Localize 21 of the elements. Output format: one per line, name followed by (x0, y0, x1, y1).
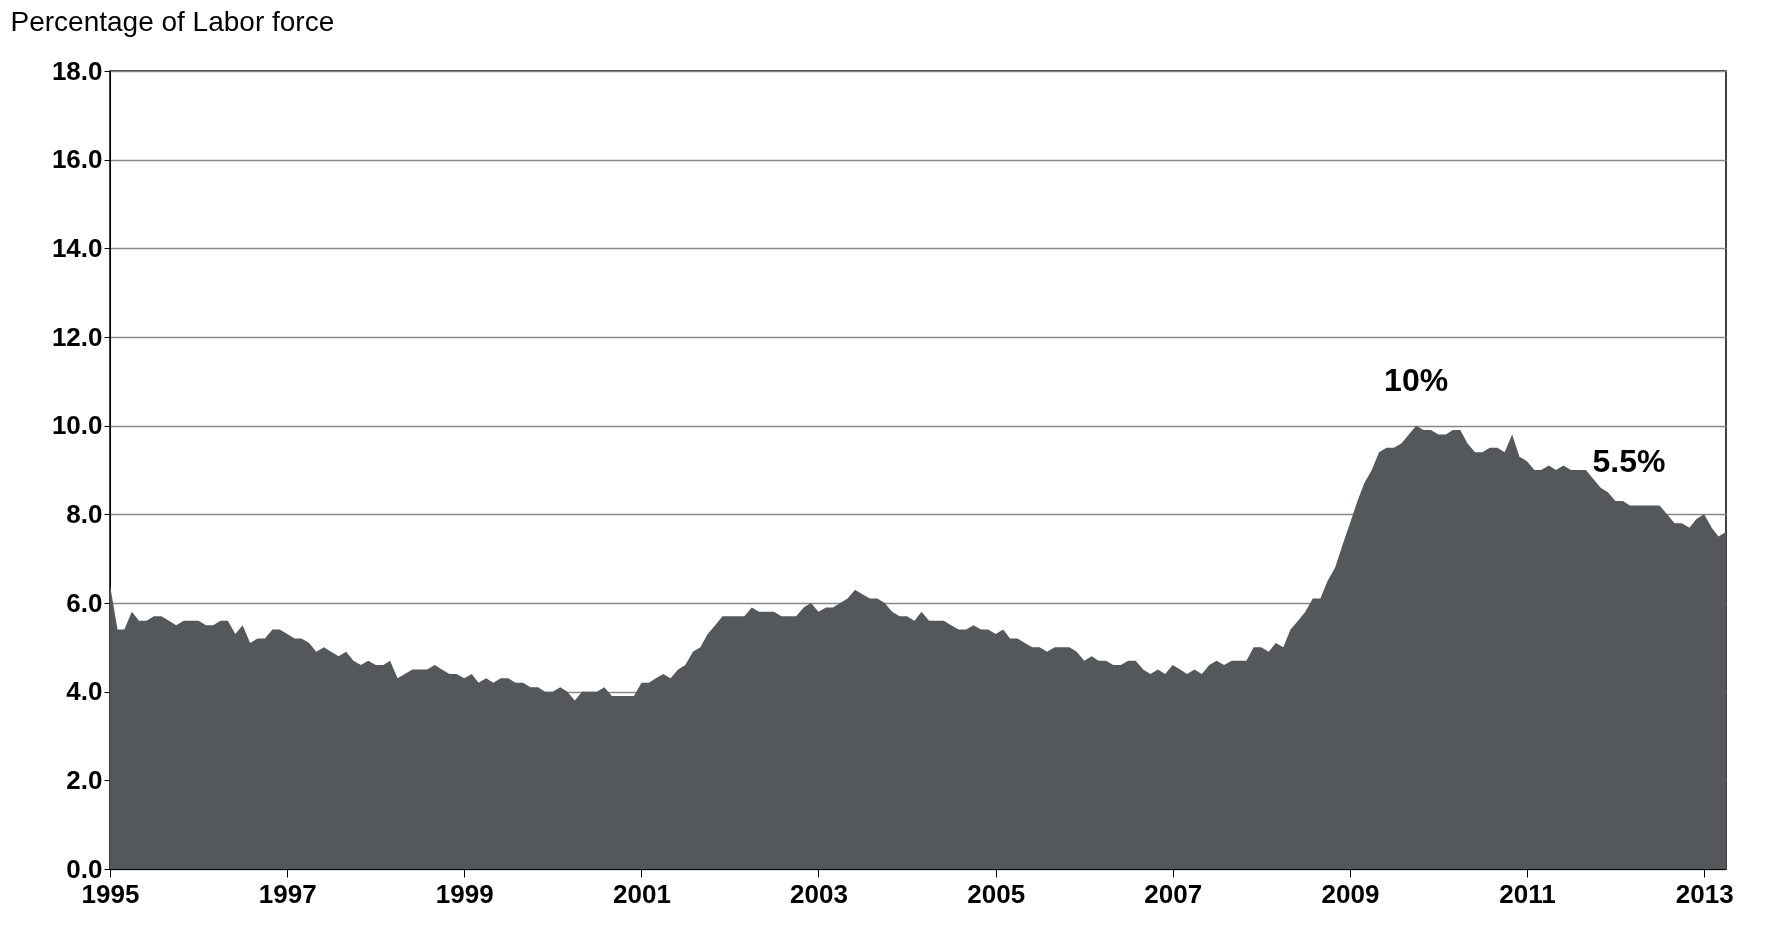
y-axis-title: Percentage of Labor force (10, 5, 335, 37)
y-tick-label: 8.0 (66, 498, 103, 529)
y-tick-label: 2.0 (66, 764, 103, 795)
x-tick-label: 1999 (435, 878, 494, 909)
annotation: 5.5% (1592, 443, 1666, 480)
x-tick-label: 2003 (790, 878, 848, 909)
y-tick-label: 10.0 (51, 410, 103, 441)
x-tick-label: 2001 (613, 878, 671, 909)
x-tick-label: 2007 (1144, 878, 1203, 909)
x-tick-label: 2011 (1499, 878, 1556, 909)
y-tick-label: 14.0 (51, 232, 103, 263)
annotation: 10% (1384, 361, 1449, 398)
y-tick-label: 16.0 (51, 144, 103, 175)
y-tick-label: 6.0 (66, 587, 103, 618)
x-tick-label: 1997 (258, 878, 317, 909)
y-tick-label: 18.0 (51, 55, 103, 86)
y-tick-label: 12.0 (51, 321, 103, 352)
x-tick-label: 2005 (967, 878, 1026, 909)
x-tick-label: 2013 (1675, 878, 1734, 909)
y-tick-label: 4.0 (66, 676, 103, 707)
x-tick-label: 2009 (1321, 878, 1380, 909)
